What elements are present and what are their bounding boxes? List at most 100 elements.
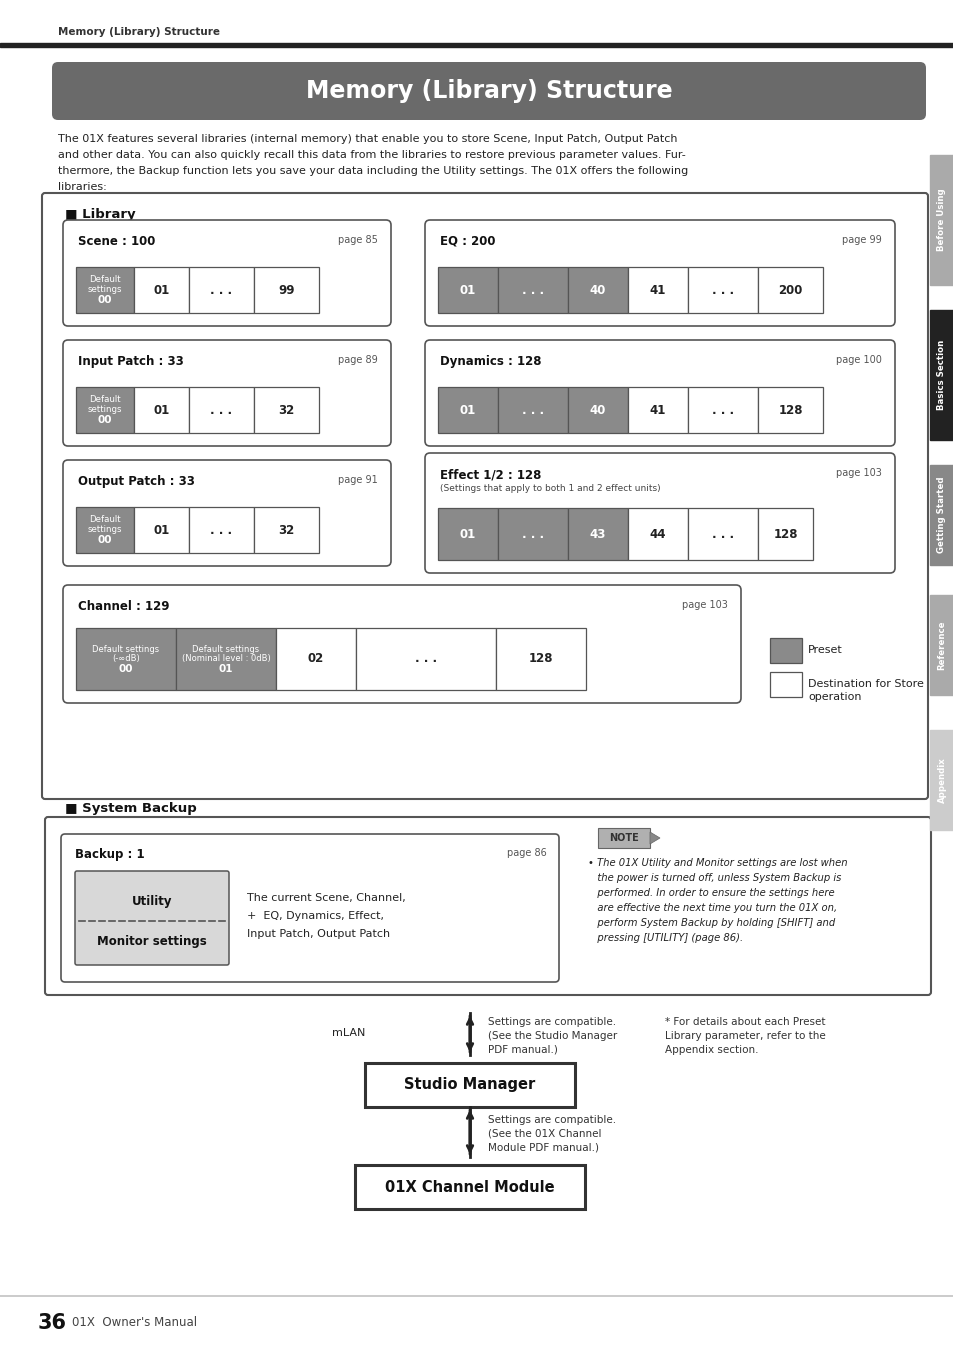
Bar <box>133 267 189 313</box>
Text: Settings are compatible.: Settings are compatible. <box>488 1017 616 1027</box>
Text: 01: 01 <box>153 523 170 536</box>
Bar <box>133 386 189 434</box>
Text: ■ System Backup: ■ System Backup <box>65 802 196 815</box>
Text: 00: 00 <box>97 535 112 544</box>
Text: settings: settings <box>88 285 122 295</box>
Text: 02: 02 <box>308 653 324 666</box>
Bar <box>929 730 953 830</box>
Text: page 103: page 103 <box>835 467 882 478</box>
Bar <box>627 267 687 313</box>
FancyBboxPatch shape <box>45 817 930 994</box>
Bar <box>437 267 497 313</box>
Text: 200: 200 <box>778 284 801 296</box>
Text: Preset: Preset <box>807 644 841 655</box>
Text: Default: Default <box>89 396 121 404</box>
Text: • The 01X Utility and Monitor settings are lost when: • The 01X Utility and Monitor settings a… <box>587 858 846 867</box>
Text: Settings are compatible.: Settings are compatible. <box>488 1115 616 1125</box>
FancyBboxPatch shape <box>63 459 391 566</box>
Text: settings: settings <box>88 405 122 415</box>
Text: 01X Channel Module: 01X Channel Module <box>385 1179 555 1194</box>
Text: 01X  Owner's Manual: 01X Owner's Manual <box>71 1316 197 1329</box>
Text: 99: 99 <box>278 284 294 296</box>
Text: PDF manual.): PDF manual.) <box>488 1046 558 1055</box>
Bar <box>253 507 318 553</box>
Text: libraries:: libraries: <box>58 182 107 192</box>
Text: +  EQ, Dynamics, Effect,: + EQ, Dynamics, Effect, <box>247 911 384 921</box>
Bar <box>627 386 687 434</box>
Text: Memory (Library) Structure: Memory (Library) Structure <box>58 27 220 36</box>
Text: 41: 41 <box>649 404 665 416</box>
Bar <box>929 594 953 694</box>
Text: page 89: page 89 <box>338 355 377 365</box>
Bar <box>769 671 801 697</box>
FancyBboxPatch shape <box>424 453 894 573</box>
Text: . . .: . . . <box>211 284 233 296</box>
Text: . . .: . . . <box>711 284 733 296</box>
Text: Before Using: Before Using <box>937 189 945 251</box>
Bar <box>929 465 953 565</box>
Text: 01: 01 <box>459 527 476 540</box>
Text: Input Patch : 33: Input Patch : 33 <box>78 355 184 367</box>
Bar <box>929 155 953 285</box>
Text: 128: 128 <box>528 653 553 666</box>
Text: . . .: . . . <box>521 284 543 296</box>
Bar <box>253 267 318 313</box>
Text: Backup : 1: Backup : 1 <box>75 848 145 861</box>
Text: 00: 00 <box>118 663 133 674</box>
Text: 01: 01 <box>153 284 170 296</box>
Text: 00: 00 <box>97 415 112 426</box>
Bar <box>76 507 133 553</box>
FancyBboxPatch shape <box>63 340 391 446</box>
Text: 01: 01 <box>153 404 170 416</box>
Text: Channel : 129: Channel : 129 <box>78 600 170 613</box>
Text: The current Scene, Channel,: The current Scene, Channel, <box>247 893 405 902</box>
Bar <box>687 267 758 313</box>
Text: Library parameter, refer to the: Library parameter, refer to the <box>664 1031 825 1042</box>
Text: (See the 01X Channel: (See the 01X Channel <box>488 1129 601 1139</box>
Bar <box>133 507 189 553</box>
Bar <box>758 508 812 561</box>
Bar <box>76 267 133 313</box>
Text: Default settings: Default settings <box>193 644 259 654</box>
Text: . . .: . . . <box>711 527 733 540</box>
Bar <box>76 628 175 690</box>
Text: Utility: Utility <box>132 894 172 908</box>
Text: (-∞dB): (-∞dB) <box>112 654 140 663</box>
Text: page 103: page 103 <box>681 600 727 611</box>
Text: page 91: page 91 <box>338 476 377 485</box>
Text: 41: 41 <box>649 284 665 296</box>
Text: Scene : 100: Scene : 100 <box>78 235 155 249</box>
Text: Memory (Library) Structure: Memory (Library) Structure <box>305 78 672 103</box>
Text: 32: 32 <box>278 523 294 536</box>
Text: Appendix section.: Appendix section. <box>664 1046 758 1055</box>
Text: Basics Section: Basics Section <box>937 340 945 411</box>
Text: Output Patch : 33: Output Patch : 33 <box>78 476 194 488</box>
Text: . . .: . . . <box>415 653 436 666</box>
Bar <box>758 386 822 434</box>
Bar <box>189 507 253 553</box>
Bar <box>437 386 497 434</box>
FancyBboxPatch shape <box>63 585 740 703</box>
Bar <box>598 828 649 848</box>
Text: the power is turned off, unless System Backup is: the power is turned off, unless System B… <box>587 873 841 884</box>
Text: 40: 40 <box>589 404 605 416</box>
FancyBboxPatch shape <box>42 193 927 798</box>
Text: page 100: page 100 <box>835 355 882 365</box>
Text: page 85: page 85 <box>337 235 377 245</box>
FancyBboxPatch shape <box>365 1063 575 1106</box>
Text: page 99: page 99 <box>841 235 882 245</box>
Text: . . .: . . . <box>211 523 233 536</box>
Text: Reference: Reference <box>937 620 945 670</box>
FancyBboxPatch shape <box>424 340 894 446</box>
Text: thermore, the Backup function lets you save your data including the Utility sett: thermore, the Backup function lets you s… <box>58 166 687 176</box>
Text: Default: Default <box>89 516 121 524</box>
Text: * For details about each Preset: * For details about each Preset <box>664 1017 824 1027</box>
Text: . . .: . . . <box>711 404 733 416</box>
Text: Input Patch, Output Patch: Input Patch, Output Patch <box>247 929 390 939</box>
FancyBboxPatch shape <box>424 220 894 326</box>
FancyBboxPatch shape <box>61 834 558 982</box>
Text: 00: 00 <box>97 295 112 305</box>
Text: are effective the next time you turn the 01X on,: are effective the next time you turn the… <box>587 902 836 913</box>
Text: Studio Manager: Studio Manager <box>404 1078 535 1093</box>
Text: Appendix: Appendix <box>937 757 945 802</box>
